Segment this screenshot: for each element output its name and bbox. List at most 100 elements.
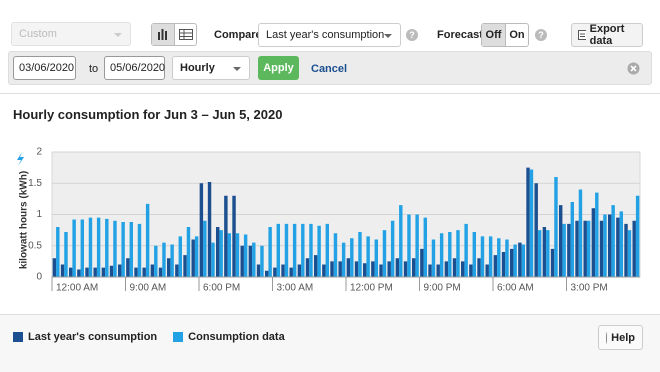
legend-label: Last year's consumption	[28, 331, 158, 343]
forecast-toggle: Off On	[481, 23, 529, 47]
bar	[121, 222, 125, 277]
bar	[403, 261, 408, 277]
legend-label: Consumption data	[188, 331, 285, 343]
bar	[338, 261, 342, 277]
apply-button[interactable]: Apply	[258, 56, 299, 80]
bar	[178, 236, 183, 277]
x-tick-label: 12:00 PM	[350, 283, 393, 294]
bar	[341, 242, 346, 277]
bar	[101, 267, 106, 277]
table-view-button[interactable]	[175, 24, 197, 45]
to-date: 05/06/2020	[110, 62, 166, 74]
bar	[501, 252, 506, 277]
bar	[77, 269, 81, 277]
bar	[333, 233, 338, 277]
bar	[227, 233, 232, 277]
bar	[493, 255, 498, 277]
bar	[80, 219, 85, 277]
bar	[616, 217, 620, 277]
interval-select[interactable]: Hourly	[172, 56, 250, 80]
export-icon	[578, 30, 586, 40]
bar	[346, 258, 351, 277]
close-icon[interactable]	[627, 62, 640, 75]
bar	[411, 258, 416, 277]
bar	[52, 258, 57, 277]
bar	[431, 239, 436, 277]
bar	[444, 261, 449, 277]
bar	[477, 258, 481, 277]
bar	[607, 214, 612, 277]
bar	[137, 223, 142, 277]
bar	[448, 232, 452, 277]
bar	[399, 205, 403, 277]
to-label: to	[89, 63, 99, 75]
bar	[611, 205, 615, 277]
to-date-input[interactable]: 05/06/2020	[104, 56, 165, 80]
x-tick-label: 6:00 AM	[497, 283, 534, 294]
forecast-off[interactable]: Off	[482, 24, 506, 46]
x-tick-label: 9:00 PM	[424, 283, 461, 294]
bar	[235, 233, 240, 277]
forecast-on[interactable]: On	[509, 29, 525, 41]
from-date: 03/06/2020	[19, 62, 75, 74]
compare-label: Compare	[214, 29, 262, 41]
bar	[105, 218, 109, 277]
bar	[88, 217, 93, 277]
bar	[562, 223, 566, 277]
interval-value: Hourly	[180, 62, 215, 74]
bar	[273, 267, 277, 277]
bar	[313, 255, 318, 277]
bar	[518, 242, 522, 277]
bar	[619, 211, 624, 277]
bar	[354, 261, 359, 277]
chart-view-button[interactable]	[152, 24, 175, 45]
bar	[534, 183, 538, 277]
bar	[68, 267, 73, 277]
divider	[0, 93, 660, 94]
bar	[382, 230, 387, 277]
bar	[635, 195, 640, 277]
legend: Last year's consumption Consumption data	[13, 331, 285, 343]
bar	[472, 232, 477, 277]
bar	[145, 203, 150, 277]
bar	[305, 258, 310, 277]
bar	[126, 258, 130, 277]
bar	[292, 223, 297, 277]
x-tick-label: 12:00 AM	[56, 283, 98, 294]
bar	[558, 205, 563, 277]
bar	[211, 242, 215, 277]
export-button[interactable]: Export data	[571, 23, 643, 47]
compare-value: Last year's consumption	[266, 29, 385, 41]
footer	[0, 315, 660, 372]
bar	[166, 258, 171, 277]
cancel-link[interactable]: Cancel	[311, 63, 348, 75]
bar	[109, 265, 114, 277]
chart: kilowatt hours (kWh) 0 0.5 1 1.5 2 12:00 AM 9:…	[17, 147, 641, 294]
bar	[350, 238, 354, 277]
bar	[591, 208, 596, 277]
bar	[154, 245, 158, 277]
bar	[420, 248, 424, 277]
bar	[248, 245, 253, 277]
bar	[374, 239, 379, 277]
from-date-input[interactable]: 03/06/2020	[13, 56, 76, 80]
bar	[64, 232, 68, 277]
help-button[interactable]: Help	[598, 325, 643, 350]
bar	[281, 264, 285, 277]
range-select[interactable]: Custom	[11, 22, 131, 46]
bar	[415, 214, 419, 277]
bar	[570, 202, 575, 277]
bar	[485, 264, 489, 277]
help-icon[interactable]: ?	[535, 29, 547, 41]
bar	[436, 264, 440, 277]
forecast-label: Forecast	[437, 29, 483, 41]
compare-select[interactable]: Last year's consumption	[258, 23, 401, 47]
bar	[603, 214, 607, 277]
bar	[526, 167, 530, 277]
help-icon[interactable]: ?	[406, 29, 418, 41]
bar	[170, 244, 174, 277]
bar	[497, 238, 501, 277]
x-tick-label: 3:00 PM	[571, 283, 608, 294]
legend-item: Last year's consumption	[13, 331, 157, 343]
